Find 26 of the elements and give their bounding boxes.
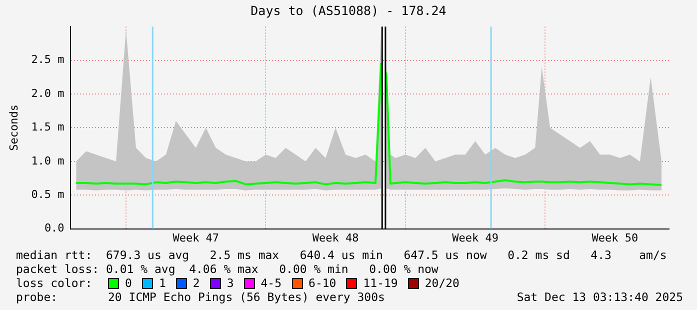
text: median rtt: 679.3 us avg 2.5 ms max 640.4 us min 647.5 us now 0.2 ms sd 4.3 am/s — [16, 248, 667, 262]
y-tick-label: 2.0 m — [31, 86, 65, 100]
text: 6-10 — [308, 276, 336, 290]
x-tick-label: Week 49 — [452, 231, 498, 244]
text: probe: — [16, 290, 58, 304]
text: 0 — [124, 276, 132, 290]
text: packet loss: 0.01 % avg 4.06 % max 0.00 % min 0.00 % now — [16, 262, 438, 276]
text: 11-19 — [362, 276, 398, 290]
x-tick-label: Week 47 — [172, 231, 220, 244]
y-tick-label: 1.5 m — [31, 120, 65, 134]
y-tick-label: 0.5 m — [31, 188, 65, 201]
text: 3 — [226, 276, 234, 290]
y-tick-label: 1.0 m — [31, 154, 65, 168]
chart-title: Days to (AS51088) - 178.24 — [250, 3, 448, 18]
text: 20/20 — [424, 276, 460, 290]
text: loss color: — [16, 276, 94, 290]
text: 20 ICMP Echo Pings (56 Bytes) every 300s — [108, 290, 385, 304]
x-tick-label: Week 48 — [312, 231, 359, 244]
text: 1 — [158, 276, 166, 290]
y-tick-label: 0.0 — [44, 222, 64, 235]
y-tick-label: 2.5 m — [31, 53, 65, 66]
text: 2 — [192, 276, 200, 290]
text: Sat Dec 13 03:13:40 2025 — [516, 290, 683, 304]
y-axis-title: Seconds — [7, 104, 20, 151]
text: 4-5 — [260, 276, 282, 290]
x-tick-label: Week 50 — [592, 231, 638, 244]
